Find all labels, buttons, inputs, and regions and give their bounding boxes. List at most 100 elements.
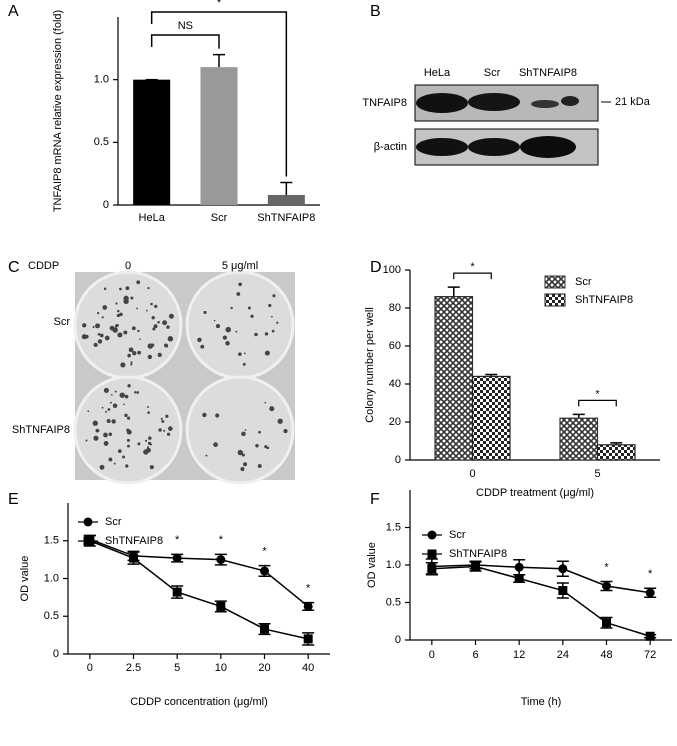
colony <box>101 406 104 409</box>
marker <box>471 562 480 571</box>
colony <box>111 419 116 424</box>
dose-label: 5 μg/ml <box>222 260 258 272</box>
x-axis-label: CDDP treatment (μg/ml) <box>476 487 594 499</box>
colony <box>122 455 125 459</box>
panel-label: A <box>8 3 19 20</box>
colony <box>147 411 150 414</box>
colony <box>115 302 118 305</box>
colony <box>119 312 123 317</box>
colony <box>127 384 131 388</box>
dose-label: 0 <box>125 260 131 272</box>
x-axis-label: Time (h) <box>521 696 562 708</box>
marker <box>514 562 524 572</box>
well <box>185 270 295 380</box>
band-label: TNFAIP8 <box>362 97 407 109</box>
annotation: * <box>648 568 653 580</box>
legend-marker <box>427 549 437 559</box>
colony <box>113 462 116 465</box>
marker <box>427 564 437 574</box>
y-tick-label: 0 <box>53 648 59 660</box>
marker <box>129 553 138 563</box>
row-label: ShTNFAIP8 <box>12 424 70 436</box>
legend-swatch <box>544 275 566 289</box>
colony <box>213 319 216 322</box>
legend-marker <box>83 536 93 546</box>
colony <box>200 344 205 349</box>
y-tick-label: 60 <box>389 340 401 352</box>
colony <box>123 295 129 301</box>
colony <box>139 338 141 340</box>
colony <box>147 354 153 360</box>
bar <box>559 417 599 461</box>
colony <box>147 446 150 449</box>
colony <box>136 280 141 285</box>
colony <box>157 320 160 324</box>
colony <box>166 325 170 329</box>
y-tick-label: 1.5 <box>44 535 59 547</box>
x-tick-label: 24 <box>557 649 569 661</box>
blot-band <box>468 138 520 156</box>
colony <box>157 352 162 358</box>
colony <box>241 431 246 437</box>
colony <box>137 329 140 333</box>
colony <box>130 363 133 366</box>
error-bar <box>213 53 225 68</box>
colony <box>257 464 262 468</box>
colony <box>97 311 100 315</box>
colony <box>107 408 111 411</box>
annotation: * <box>217 0 222 9</box>
treatment-label: CDDP <box>28 260 59 272</box>
y-axis-label: OD value <box>19 556 31 602</box>
colony <box>130 361 133 364</box>
colony <box>124 413 128 418</box>
annotation: * <box>470 261 475 273</box>
marker <box>602 581 611 591</box>
marker <box>260 624 269 634</box>
blot-band <box>468 93 520 111</box>
colony <box>272 294 276 298</box>
panel-label: C <box>8 259 20 276</box>
colony <box>264 350 270 356</box>
bracket <box>150 34 220 49</box>
colony <box>124 394 129 399</box>
x-tick-label: 0 <box>429 649 435 661</box>
band-label: β-actin <box>374 141 407 153</box>
y-tick-label: 80 <box>389 302 401 314</box>
colony <box>162 320 168 326</box>
colony <box>126 438 130 442</box>
colony <box>117 309 120 313</box>
colony <box>213 442 218 448</box>
line <box>431 564 651 594</box>
blot-band <box>416 138 468 156</box>
y-axis-label: OD value <box>366 542 378 588</box>
colony <box>165 414 169 418</box>
colony <box>112 403 118 409</box>
colony <box>230 306 233 310</box>
y-axis-label: Colony number per well <box>364 307 376 423</box>
colony <box>264 332 269 336</box>
colony <box>166 432 171 436</box>
colony <box>99 333 104 338</box>
colony <box>271 329 275 333</box>
colony <box>268 303 272 308</box>
colony <box>104 335 110 341</box>
x-tick-label: 72 <box>644 649 656 661</box>
colony <box>150 343 155 347</box>
colony <box>153 324 158 329</box>
colony <box>160 417 163 420</box>
annotation: * <box>175 534 180 546</box>
colony <box>167 336 174 342</box>
legend-label: Scr <box>449 529 466 541</box>
colony <box>82 323 87 328</box>
colony <box>99 464 105 470</box>
colony <box>123 330 128 335</box>
annotation: * <box>306 583 311 595</box>
colony <box>149 465 154 470</box>
colony <box>95 428 100 433</box>
colony <box>85 439 88 442</box>
colony <box>103 432 108 438</box>
x-tick-label: 48 <box>600 649 612 661</box>
error-bar <box>280 181 293 195</box>
colony <box>250 314 254 318</box>
y-tick-label: 0 <box>103 199 109 211</box>
